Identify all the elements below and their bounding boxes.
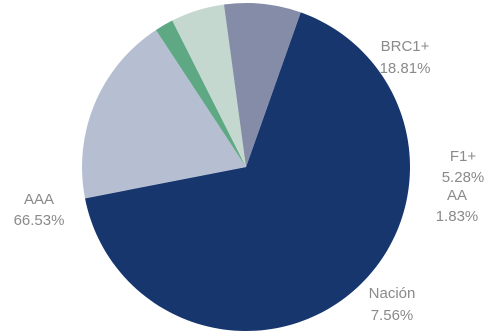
label-brc1-pct: 18.81% <box>380 60 431 77</box>
label-aaa-pct: 66.53% <box>14 212 65 229</box>
label-f1-pct: 5.28% <box>442 169 485 186</box>
pie-slice-aaa <box>85 12 410 332</box>
label-f1-name: F1+ <box>450 148 477 165</box>
pie-slice-aa <box>172 4 246 168</box>
label-nacion-pct: 7.56% <box>371 307 414 324</box>
label-aa-name: AA <box>447 187 467 204</box>
label-brc1-name: BRC1+ <box>381 38 430 55</box>
pie-slice-brc1 <box>81 29 246 199</box>
pie-slice-f1 <box>155 20 246 168</box>
pie-slices <box>81 2 410 332</box>
pie-slice-naci-n <box>223 2 301 168</box>
label-aaa-name: AAA <box>24 191 54 208</box>
label-aa-pct: 1.83% <box>436 208 479 225</box>
label-nacion-name: Nación <box>369 285 416 302</box>
